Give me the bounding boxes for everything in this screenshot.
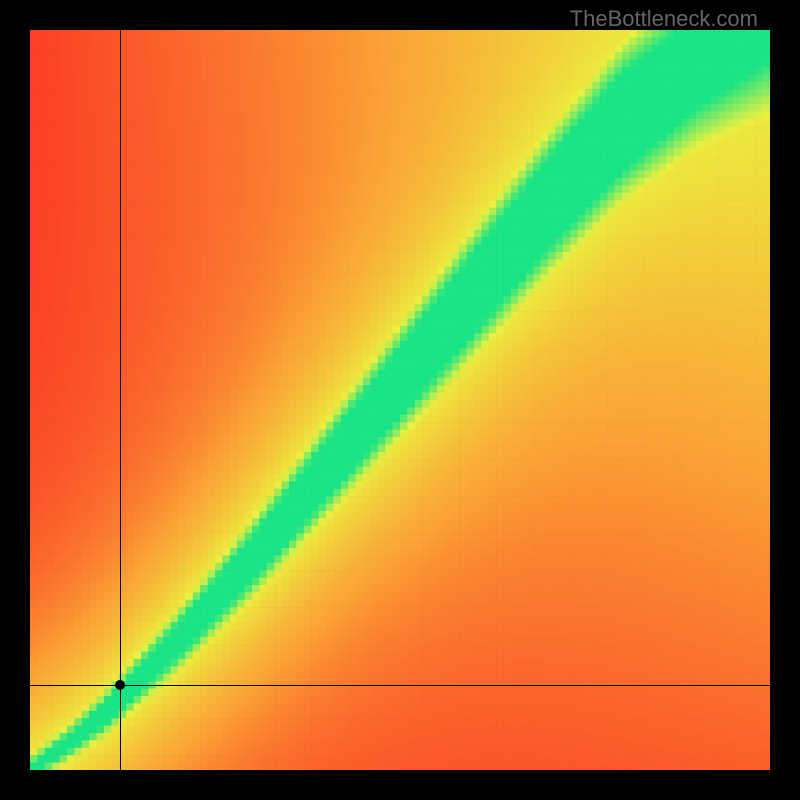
crosshair-horizontal	[30, 685, 770, 686]
watermark-text: TheBottleneck.com	[570, 6, 758, 32]
bottleneck-heatmap	[30, 30, 770, 770]
marker-dot	[115, 680, 125, 690]
heatmap-canvas	[30, 30, 770, 770]
crosshair-vertical	[120, 30, 121, 770]
